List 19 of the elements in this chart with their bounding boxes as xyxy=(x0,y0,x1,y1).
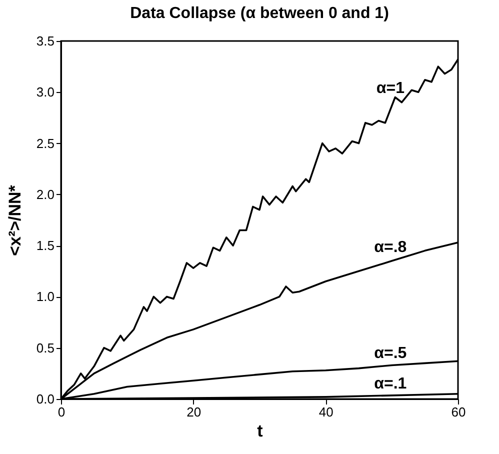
x-axis-title: t xyxy=(257,422,264,440)
y-tick-label: 2.0 xyxy=(36,186,54,202)
y-tick-label: 0.5 xyxy=(36,340,54,356)
x-tick-label: 40 xyxy=(318,404,334,420)
series-label: α=.8 xyxy=(374,238,407,256)
y-tick-label: 1.0 xyxy=(36,289,54,304)
y-tick-label: 2.5 xyxy=(36,136,54,151)
series-label: α=1 xyxy=(376,80,405,97)
x-tick-label: 60 xyxy=(451,404,466,420)
x-tick-label: 0 xyxy=(58,404,66,420)
x-tick-label: 20 xyxy=(186,404,202,420)
y-axis-title: <x²>/NN* xyxy=(5,184,24,256)
y-tick-label: 1.5 xyxy=(36,238,54,254)
chart-title: Data Collapse (α between 0 and 1) xyxy=(130,5,389,22)
y-tick-label: 0.0 xyxy=(36,392,54,406)
series-label: α=.1 xyxy=(374,375,407,392)
y-tick-label: 3.5 xyxy=(36,34,54,48)
series-label: α=.5 xyxy=(374,344,407,362)
y-tick-label: 3.0 xyxy=(36,84,54,100)
